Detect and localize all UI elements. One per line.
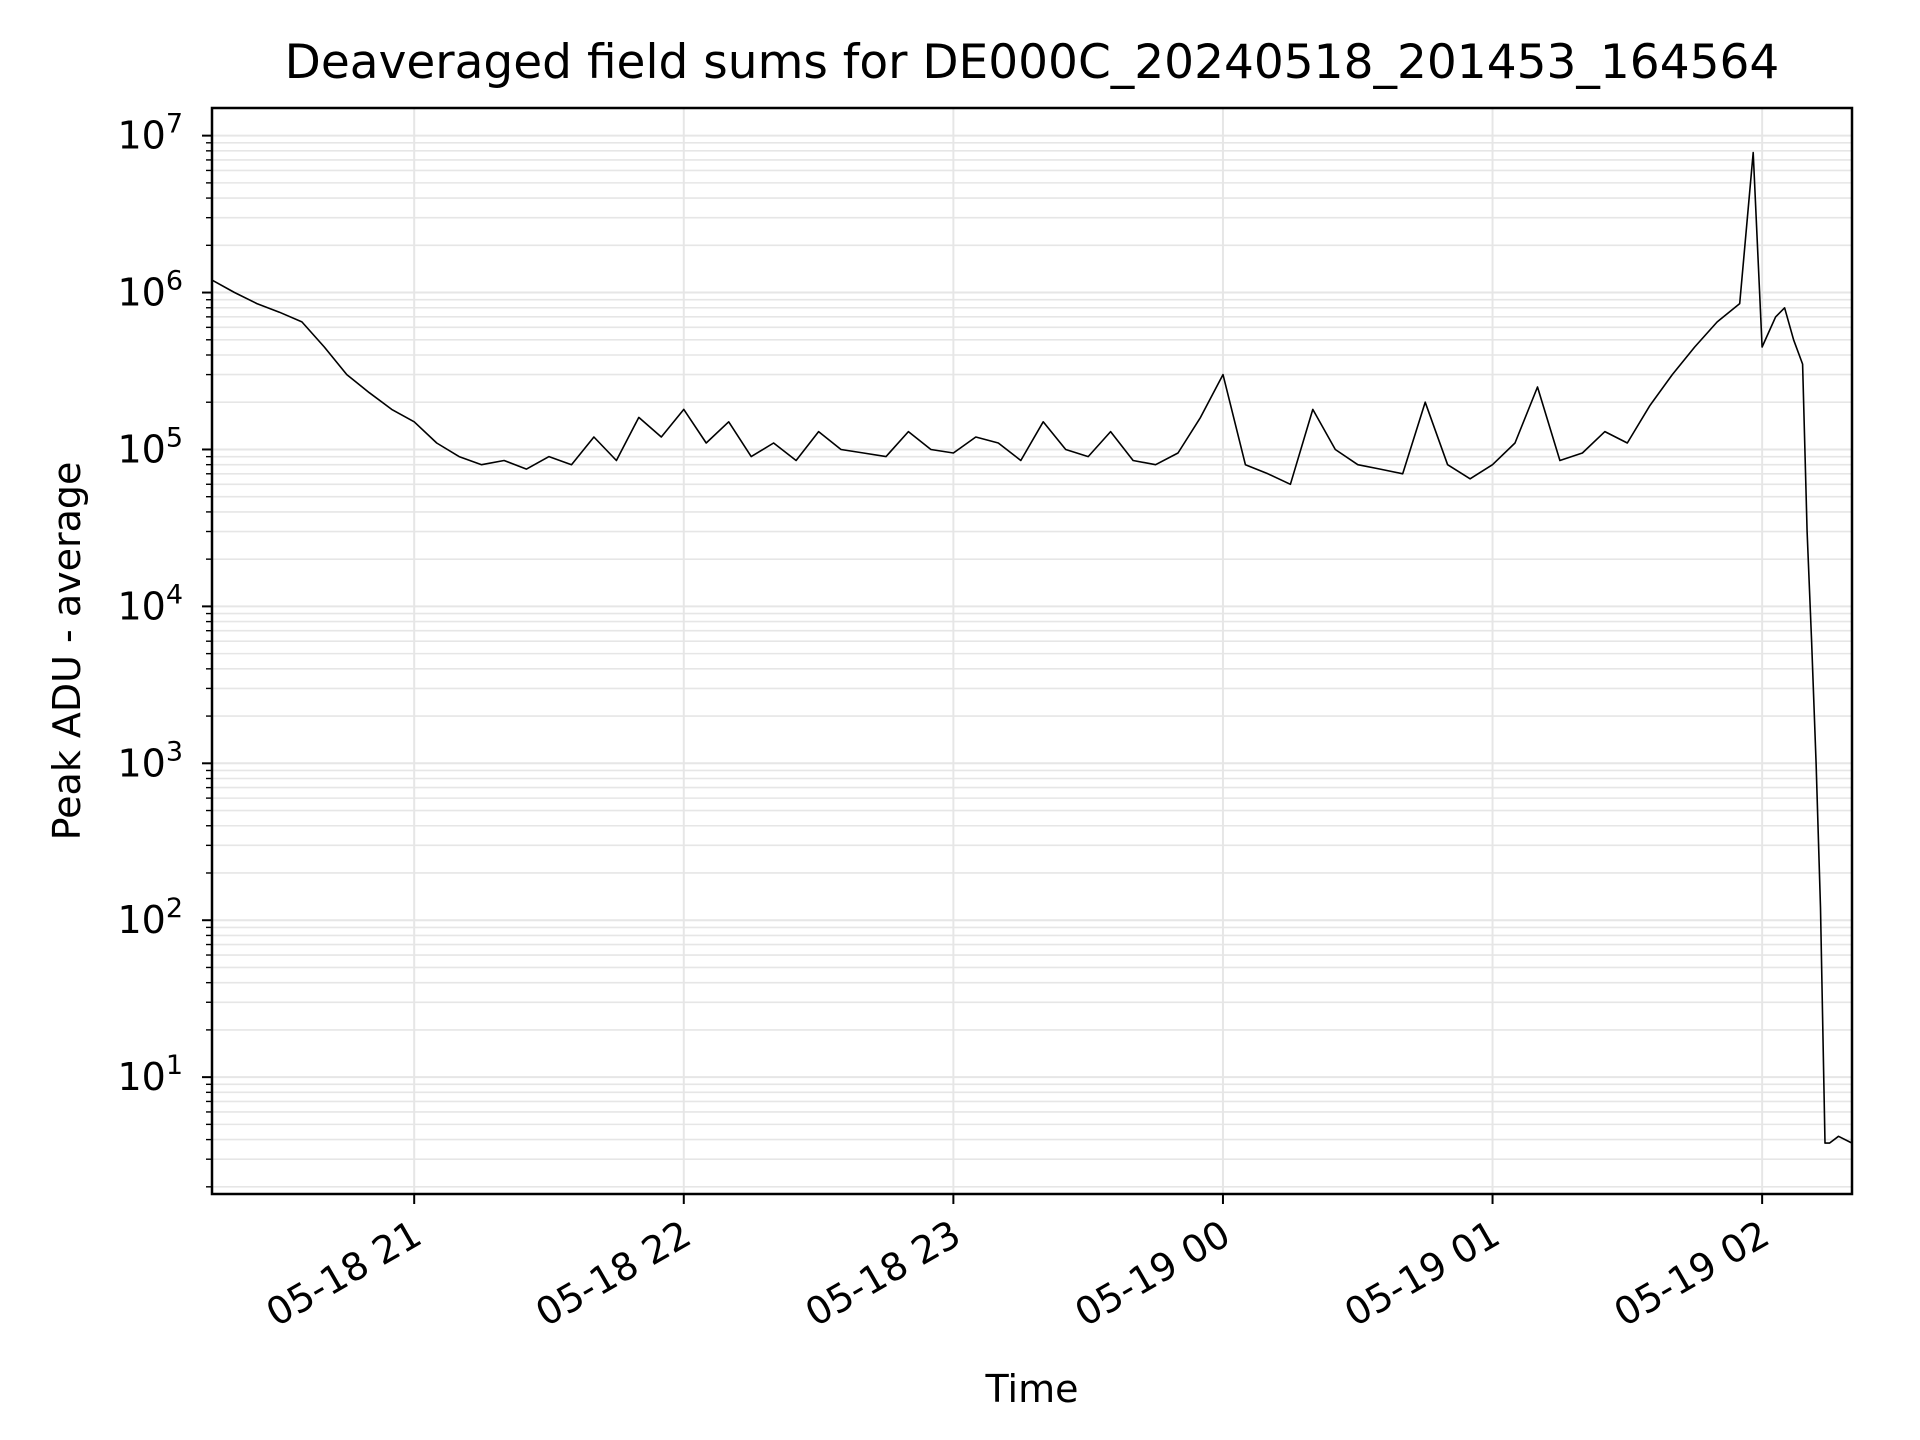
- y-tick-label: 107: [117, 109, 183, 158]
- y-axis-label: Peak ADU - average: [45, 462, 89, 841]
- plot-frame: [210, 106, 1854, 1196]
- y-tick-label: 105: [117, 422, 183, 471]
- x-axis-label: Time: [985, 1367, 1079, 1411]
- grid: [212, 108, 1852, 1194]
- x-tick-label: 05-19 00: [1067, 1212, 1237, 1336]
- x-tick-label: 05-18 22: [528, 1212, 698, 1336]
- y-tick-label: 104: [117, 579, 183, 628]
- y-tick-label: 103: [117, 736, 183, 785]
- y-tick-label: 102: [117, 893, 183, 942]
- x-tick-label: 05-19 02: [1607, 1212, 1777, 1336]
- x-tick-label: 05-19 01: [1337, 1212, 1507, 1336]
- x-tick-label: 05-18 21: [259, 1212, 429, 1336]
- y-tick-label: 106: [117, 266, 183, 315]
- y-tick-label: 101: [117, 1050, 183, 1099]
- y-axis: 101 102 103 104 105 106 107: [117, 109, 212, 1188]
- x-tick-label: 05-18 23: [798, 1212, 968, 1336]
- x-axis: 05-18 21 05-18 22 05-18 23 05-19 00 05-19 01…: [259, 1194, 1777, 1335]
- series-line: [211, 151, 1853, 1144]
- chart-title: Deaveraged field sums for DE000C_2024051…: [285, 35, 1780, 90]
